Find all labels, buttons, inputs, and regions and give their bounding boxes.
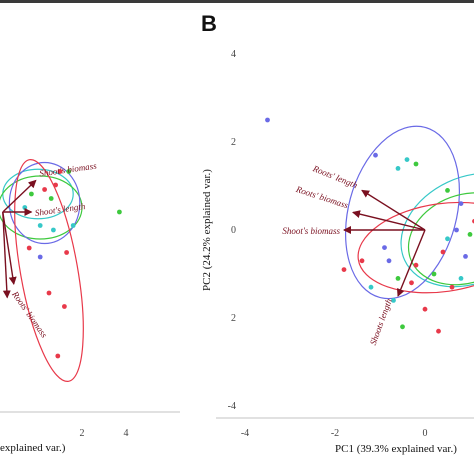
loading-vector <box>352 210 426 231</box>
x-tick-label: 2 <box>80 428 85 439</box>
loading-vector <box>396 229 426 297</box>
y-tick-label: -4 <box>228 401 236 412</box>
data-point <box>48 196 54 201</box>
loading-vector <box>2 211 11 299</box>
x-tick-label: -2 <box>331 428 339 439</box>
x-tick-label: 0 <box>423 428 428 439</box>
data-point <box>53 182 58 188</box>
data-point <box>382 245 387 251</box>
data-point <box>386 258 392 264</box>
data-point <box>409 280 414 286</box>
data-point <box>51 227 56 233</box>
data-point <box>42 187 47 192</box>
data-point <box>395 276 401 281</box>
data-point <box>46 290 52 296</box>
top-divider <box>0 0 474 3</box>
data-point <box>449 284 455 290</box>
data-point <box>458 201 464 207</box>
data-point <box>22 205 28 210</box>
data-point <box>400 324 405 330</box>
group-ellipse <box>0 175 83 240</box>
data-point <box>413 161 419 167</box>
vector-label: Roots' biomass <box>10 289 50 340</box>
vector-label: Shoot's biomass <box>282 226 340 236</box>
group-ellipse <box>407 192 474 286</box>
data-point <box>445 236 450 242</box>
x-tick-label: -4 <box>241 428 249 439</box>
x-tick-label: 4 <box>124 428 129 439</box>
group-ellipse <box>14 158 84 383</box>
data-point <box>467 232 473 237</box>
y-axis-title: PC2 (24.2% explained var.) <box>201 169 213 291</box>
data-point <box>359 258 365 264</box>
data-point <box>431 271 437 277</box>
data-point <box>70 223 76 228</box>
loading-vector <box>361 189 426 231</box>
y-tick-label: 2 <box>231 137 236 148</box>
group-ellipse <box>8 161 81 245</box>
data-point <box>445 188 450 193</box>
y-tick-label: 2 <box>231 313 236 324</box>
data-point <box>26 245 32 251</box>
data-point <box>404 157 410 163</box>
y-tick-label: 4 <box>231 49 236 60</box>
data-point <box>395 166 401 171</box>
data-point <box>458 276 464 281</box>
data-point <box>440 249 446 255</box>
data-point <box>436 328 441 334</box>
data-point <box>265 117 270 123</box>
x-axis-title: explained var.) <box>0 442 66 454</box>
data-point <box>117 209 122 215</box>
data-point <box>373 152 378 158</box>
group-ellipse <box>344 125 461 300</box>
data-point <box>341 267 347 272</box>
data-point <box>66 169 72 174</box>
data-point <box>37 223 43 228</box>
data-point <box>57 169 63 174</box>
data-point <box>37 254 43 260</box>
data-point <box>64 250 69 255</box>
data-point <box>368 284 374 290</box>
panel-label: B <box>201 11 217 36</box>
data-point <box>413 262 419 268</box>
group-ellipse <box>357 201 474 294</box>
data-point <box>454 227 459 233</box>
vector-label: Roots' biomass <box>294 184 350 211</box>
y-tick-label: 0 <box>231 225 236 236</box>
vector-label: Shoots length <box>368 297 394 347</box>
vector-label: Roots' length <box>311 163 360 191</box>
loading-vector <box>2 179 37 213</box>
data-point <box>391 298 396 303</box>
x-axis-title: PC1 (39.3% explained var.) <box>335 443 457 455</box>
group-ellipse <box>400 172 474 288</box>
data-point <box>422 306 428 312</box>
loading-vector <box>2 211 17 285</box>
data-point <box>463 254 468 259</box>
data-point <box>29 191 34 197</box>
data-point <box>62 304 67 309</box>
data-point <box>55 353 61 359</box>
